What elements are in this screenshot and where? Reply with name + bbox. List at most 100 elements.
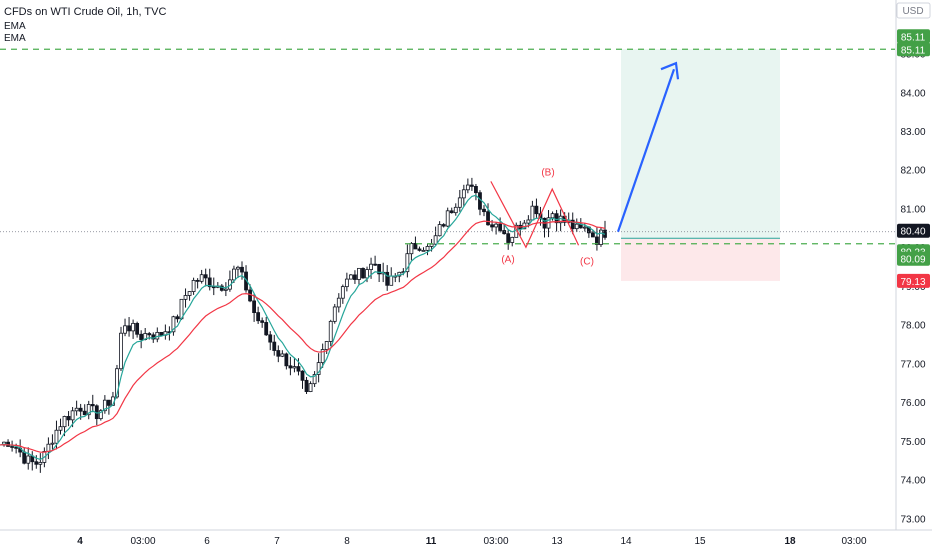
candle-body [107,399,111,406]
candle-body [82,410,87,416]
candle-body [296,366,301,372]
candle-body [147,333,152,336]
candle-body [119,332,123,370]
candle-body [66,416,71,421]
y-tick-label: 81.00 [900,204,925,215]
candle-body [591,232,595,238]
ema-lines [0,194,606,461]
profit-zone [621,49,780,239]
candle-body [276,350,281,357]
candle-body [300,370,305,381]
candle-body [494,223,499,228]
x-tick-label: 8 [344,536,350,547]
candle-body [332,306,337,322]
candle-body [280,353,285,357]
x-tick-label: 03:00 [841,536,866,547]
candle-body [433,235,438,245]
candle-body [437,224,442,237]
candle-body [14,446,19,449]
ema-legend-2[interactable]: EMA [4,33,26,44]
candle-body [223,288,228,291]
candle-body [582,226,587,229]
candle-body [288,365,293,369]
candle-body [272,341,277,351]
candle-body [425,246,430,251]
y-tick-label: 78.00 [900,321,925,332]
candle-body [421,249,426,252]
candle-body [369,263,373,270]
candle-body [304,379,309,392]
candle-body [336,297,341,308]
ema-fast-line [0,194,606,461]
candle-body [328,320,333,342]
x-tick-label: 15 [694,536,706,547]
y-tick-label: 74.00 [900,476,925,487]
candle-body [377,263,382,275]
price-tag-bg [897,29,930,44]
candlestick-series [2,177,607,473]
candle-body [498,223,503,231]
candle-body [26,455,31,464]
candle-body [595,236,599,245]
candle-body [409,242,414,255]
position-zones [621,49,780,281]
candle-body [86,404,91,416]
candle-body [78,407,83,412]
candle-body [70,410,75,421]
candle-body [219,285,224,291]
candle-body [490,224,494,228]
candle-body [389,275,394,286]
candle-body [441,224,446,227]
price-tag-label: 85.11 [901,32,926,43]
candle-body [574,223,579,230]
candle-body [449,210,454,214]
candle-body [256,312,261,322]
candle-body [320,349,325,364]
x-tick-label: 14 [620,536,632,547]
price-tag-label: 85.11 [901,45,926,56]
candle-body [10,446,15,448]
candle-body [123,325,127,334]
candle-body [474,186,478,194]
y-tick-label: 76.00 [900,398,925,409]
candle-body [429,243,434,247]
candle-body [240,266,244,273]
candle-body [482,208,486,213]
candle-body [191,279,196,292]
candle-body [554,213,559,224]
chart-title: CFDs on WTI Crude Oil, 1h, TVC [4,6,167,18]
price-tag-bg [897,251,930,266]
x-tick-label: 13 [551,536,563,547]
candle-body [98,410,103,420]
candle-body [413,242,418,250]
candle-body [195,279,200,282]
candle-body [373,263,378,266]
candle-body [469,184,474,187]
candle-body [550,213,555,219]
candle-body [74,407,79,412]
candle-body [236,266,240,270]
y-tick-label: 77.00 [900,359,925,370]
candle-body [308,383,313,392]
candle-body [365,269,369,279]
wave-label: (B) [541,168,554,179]
candle-body [260,320,265,323]
drawing-overlay: (A) (B) (C) [0,48,895,268]
candle-body [155,331,160,340]
x-tick-label: 4 [77,536,83,547]
ema-legend-1[interactable]: EMA [4,21,26,32]
abc-wave-path [490,181,580,249]
candle-body [115,368,119,398]
candle-body [203,274,208,279]
candle-body [486,211,490,226]
price-tag-label: 80.40 [900,227,925,238]
wave-label: (A) [501,255,514,266]
candle-body [357,267,361,280]
candle-body [199,274,204,282]
candle-body [344,278,349,288]
candle-body [324,341,329,350]
candle-body [38,462,43,465]
candle-body [102,399,107,412]
candle-body [461,189,466,199]
